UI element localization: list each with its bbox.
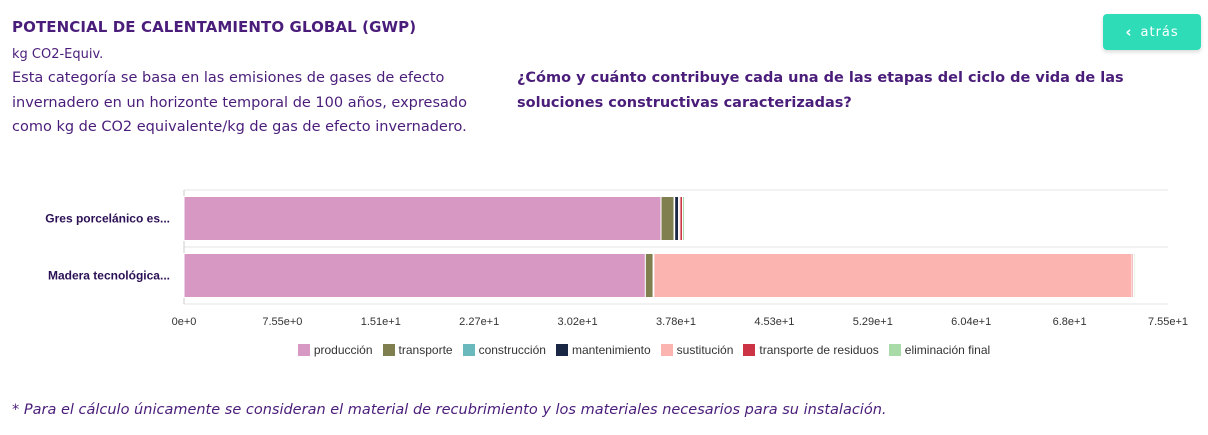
category-label: Gres porcelánico es... [45, 212, 170, 226]
x-tick-label: 7.55e+0 [262, 316, 302, 328]
legend-label: eliminación final [904, 343, 991, 357]
bar-segment [183, 253, 646, 298]
category-label: Madera tecnológica... [48, 269, 170, 283]
chart-question: ¿Cómo y cuánto contribuye cada una de la… [517, 70, 1124, 111]
x-tick-label: 5.29e+1 [853, 316, 893, 328]
x-tick-label: 6.04e+1 [951, 316, 991, 328]
legend-label: transporte [398, 343, 453, 357]
legend-label: sustitución [676, 343, 734, 357]
legend-swatch [660, 344, 673, 356]
bar-segment [644, 253, 654, 298]
bar-segment [660, 196, 675, 241]
legend-item[interactable]: producción [297, 343, 373, 357]
legend-swatch [555, 344, 568, 356]
x-tick-label: 0e+0 [172, 316, 197, 328]
stacked-bar-chart: Gres porcelánico es... Madera tecnológica… [45, 189, 1188, 328]
footnote: * Para el cálculo únicamente se consider… [12, 402, 887, 418]
back-button[interactable]: ‹ atrás [1103, 14, 1201, 50]
x-tick-label: 4.53e+1 [754, 316, 794, 328]
x-tick-label: 3.78e+1 [656, 316, 696, 328]
legend-item[interactable]: eliminación final [888, 343, 991, 357]
x-tick-label: 2.27e+1 [459, 316, 499, 328]
x-tick-label: 7.55e+1 [1148, 316, 1188, 328]
bar-segment [183, 196, 662, 241]
legend-swatch [382, 344, 395, 356]
legend-swatch [743, 344, 756, 356]
legend-item[interactable]: sustitución [660, 343, 734, 357]
bar-segment [682, 196, 685, 241]
legend-label: construcción [478, 343, 546, 357]
legend-swatch [297, 344, 310, 356]
legend-label: producción [313, 343, 373, 357]
page-title: POTENCIAL DE CALENTAMIENTO GLOBAL (GWP) [12, 18, 417, 36]
x-tick-label: 1.51e+1 [361, 316, 401, 328]
legend-item[interactable]: construcción [462, 343, 546, 357]
legend-label: mantenimiento [571, 343, 651, 357]
bar-segment [1132, 253, 1136, 298]
legend-swatch [462, 344, 475, 356]
chevron-left-icon: ‹ [1125, 22, 1133, 41]
legend-item[interactable]: transporte de residuos [743, 343, 879, 357]
legend-swatch [888, 344, 901, 356]
x-tick-label: 6.8e+1 [1053, 316, 1087, 328]
unit-label: kg CO2-Equiv. [12, 47, 104, 62]
legend-label: transporte de residuos [759, 343, 879, 357]
bar-segment [674, 196, 680, 241]
legend-item[interactable]: mantenimiento [555, 343, 651, 357]
back-button-label: atrás [1140, 24, 1179, 40]
x-tick-label: 3.02e+1 [558, 316, 598, 328]
legend-item[interactable]: transporte [382, 343, 453, 357]
category-description: Esta categoría se basa en las emisiones … [12, 70, 467, 135]
chart-legend: producción transporte construcción mantenim… [0, 343, 1208, 357]
bar-segment [653, 253, 1133, 298]
